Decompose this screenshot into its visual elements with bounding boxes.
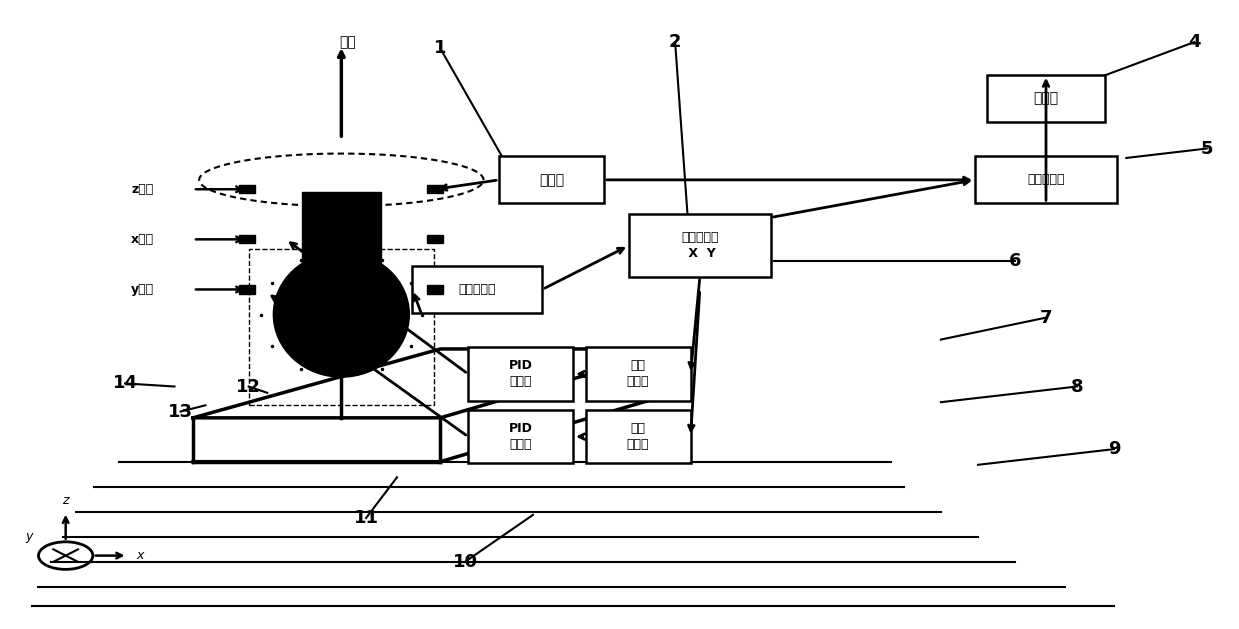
Text: z: z <box>62 494 69 507</box>
FancyBboxPatch shape <box>239 235 255 243</box>
Text: 频率计: 频率计 <box>1033 91 1058 106</box>
Text: y线圈: y线圈 <box>131 283 155 296</box>
Text: 7: 7 <box>1040 309 1052 326</box>
Text: 光电探测器: 光电探测器 <box>458 283 496 296</box>
FancyBboxPatch shape <box>413 266 543 313</box>
FancyBboxPatch shape <box>302 192 380 355</box>
Text: PID
控制器: PID 控制器 <box>509 360 533 389</box>
Text: 2: 2 <box>669 33 681 51</box>
FancyBboxPatch shape <box>628 214 771 277</box>
FancyBboxPatch shape <box>427 235 444 243</box>
Text: z线圈: z线圈 <box>131 183 154 196</box>
Text: 5: 5 <box>1201 140 1213 157</box>
Text: 12: 12 <box>237 377 261 396</box>
Text: 9: 9 <box>1108 440 1120 458</box>
Text: PID
控制器: PID 控制器 <box>509 422 533 451</box>
Text: 11: 11 <box>353 509 379 527</box>
Ellipse shape <box>274 252 409 377</box>
Text: 磁场: 磁场 <box>339 35 356 49</box>
Text: 6: 6 <box>1009 252 1021 270</box>
FancyBboxPatch shape <box>468 410 574 463</box>
Text: 电流源: 电流源 <box>539 173 564 187</box>
Text: 4: 4 <box>1188 33 1201 51</box>
Text: 低通滤波器: 低通滤波器 <box>1027 174 1064 186</box>
Text: x线圈: x线圈 <box>131 233 155 246</box>
FancyBboxPatch shape <box>427 185 444 193</box>
FancyBboxPatch shape <box>975 157 1118 203</box>
Text: x: x <box>136 549 144 562</box>
FancyBboxPatch shape <box>499 157 605 203</box>
FancyBboxPatch shape <box>239 286 255 294</box>
Text: 低通
滤波器: 低通 滤波器 <box>627 360 649 389</box>
Text: y: y <box>25 530 32 543</box>
FancyBboxPatch shape <box>586 410 690 463</box>
FancyBboxPatch shape <box>468 347 574 401</box>
Text: 锁相放大器
 X  Y: 锁相放大器 X Y <box>681 231 719 260</box>
FancyBboxPatch shape <box>239 185 255 193</box>
FancyBboxPatch shape <box>586 347 690 401</box>
Text: 10: 10 <box>452 553 477 571</box>
Text: 14: 14 <box>113 374 138 392</box>
Text: 8: 8 <box>1070 377 1083 396</box>
Text: 低通
滤波器: 低通 滤波器 <box>627 422 649 451</box>
Text: 1: 1 <box>434 40 446 57</box>
FancyBboxPatch shape <box>987 75 1105 122</box>
Text: 13: 13 <box>169 403 193 421</box>
FancyBboxPatch shape <box>427 286 444 294</box>
